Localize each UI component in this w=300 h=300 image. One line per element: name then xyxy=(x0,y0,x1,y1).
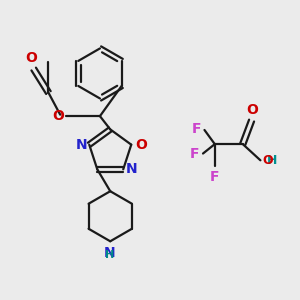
Text: O: O xyxy=(26,52,37,65)
Text: N: N xyxy=(75,138,87,152)
Text: H: H xyxy=(105,250,114,260)
Text: H: H xyxy=(267,154,277,167)
Text: O: O xyxy=(262,154,272,167)
Text: O: O xyxy=(53,109,64,122)
Text: F: F xyxy=(191,122,201,136)
Text: N: N xyxy=(126,162,137,176)
Text: N: N xyxy=(104,246,116,260)
Text: F: F xyxy=(210,170,220,184)
Text: O: O xyxy=(246,103,258,117)
Text: F: F xyxy=(190,146,200,161)
Text: O: O xyxy=(135,138,147,152)
